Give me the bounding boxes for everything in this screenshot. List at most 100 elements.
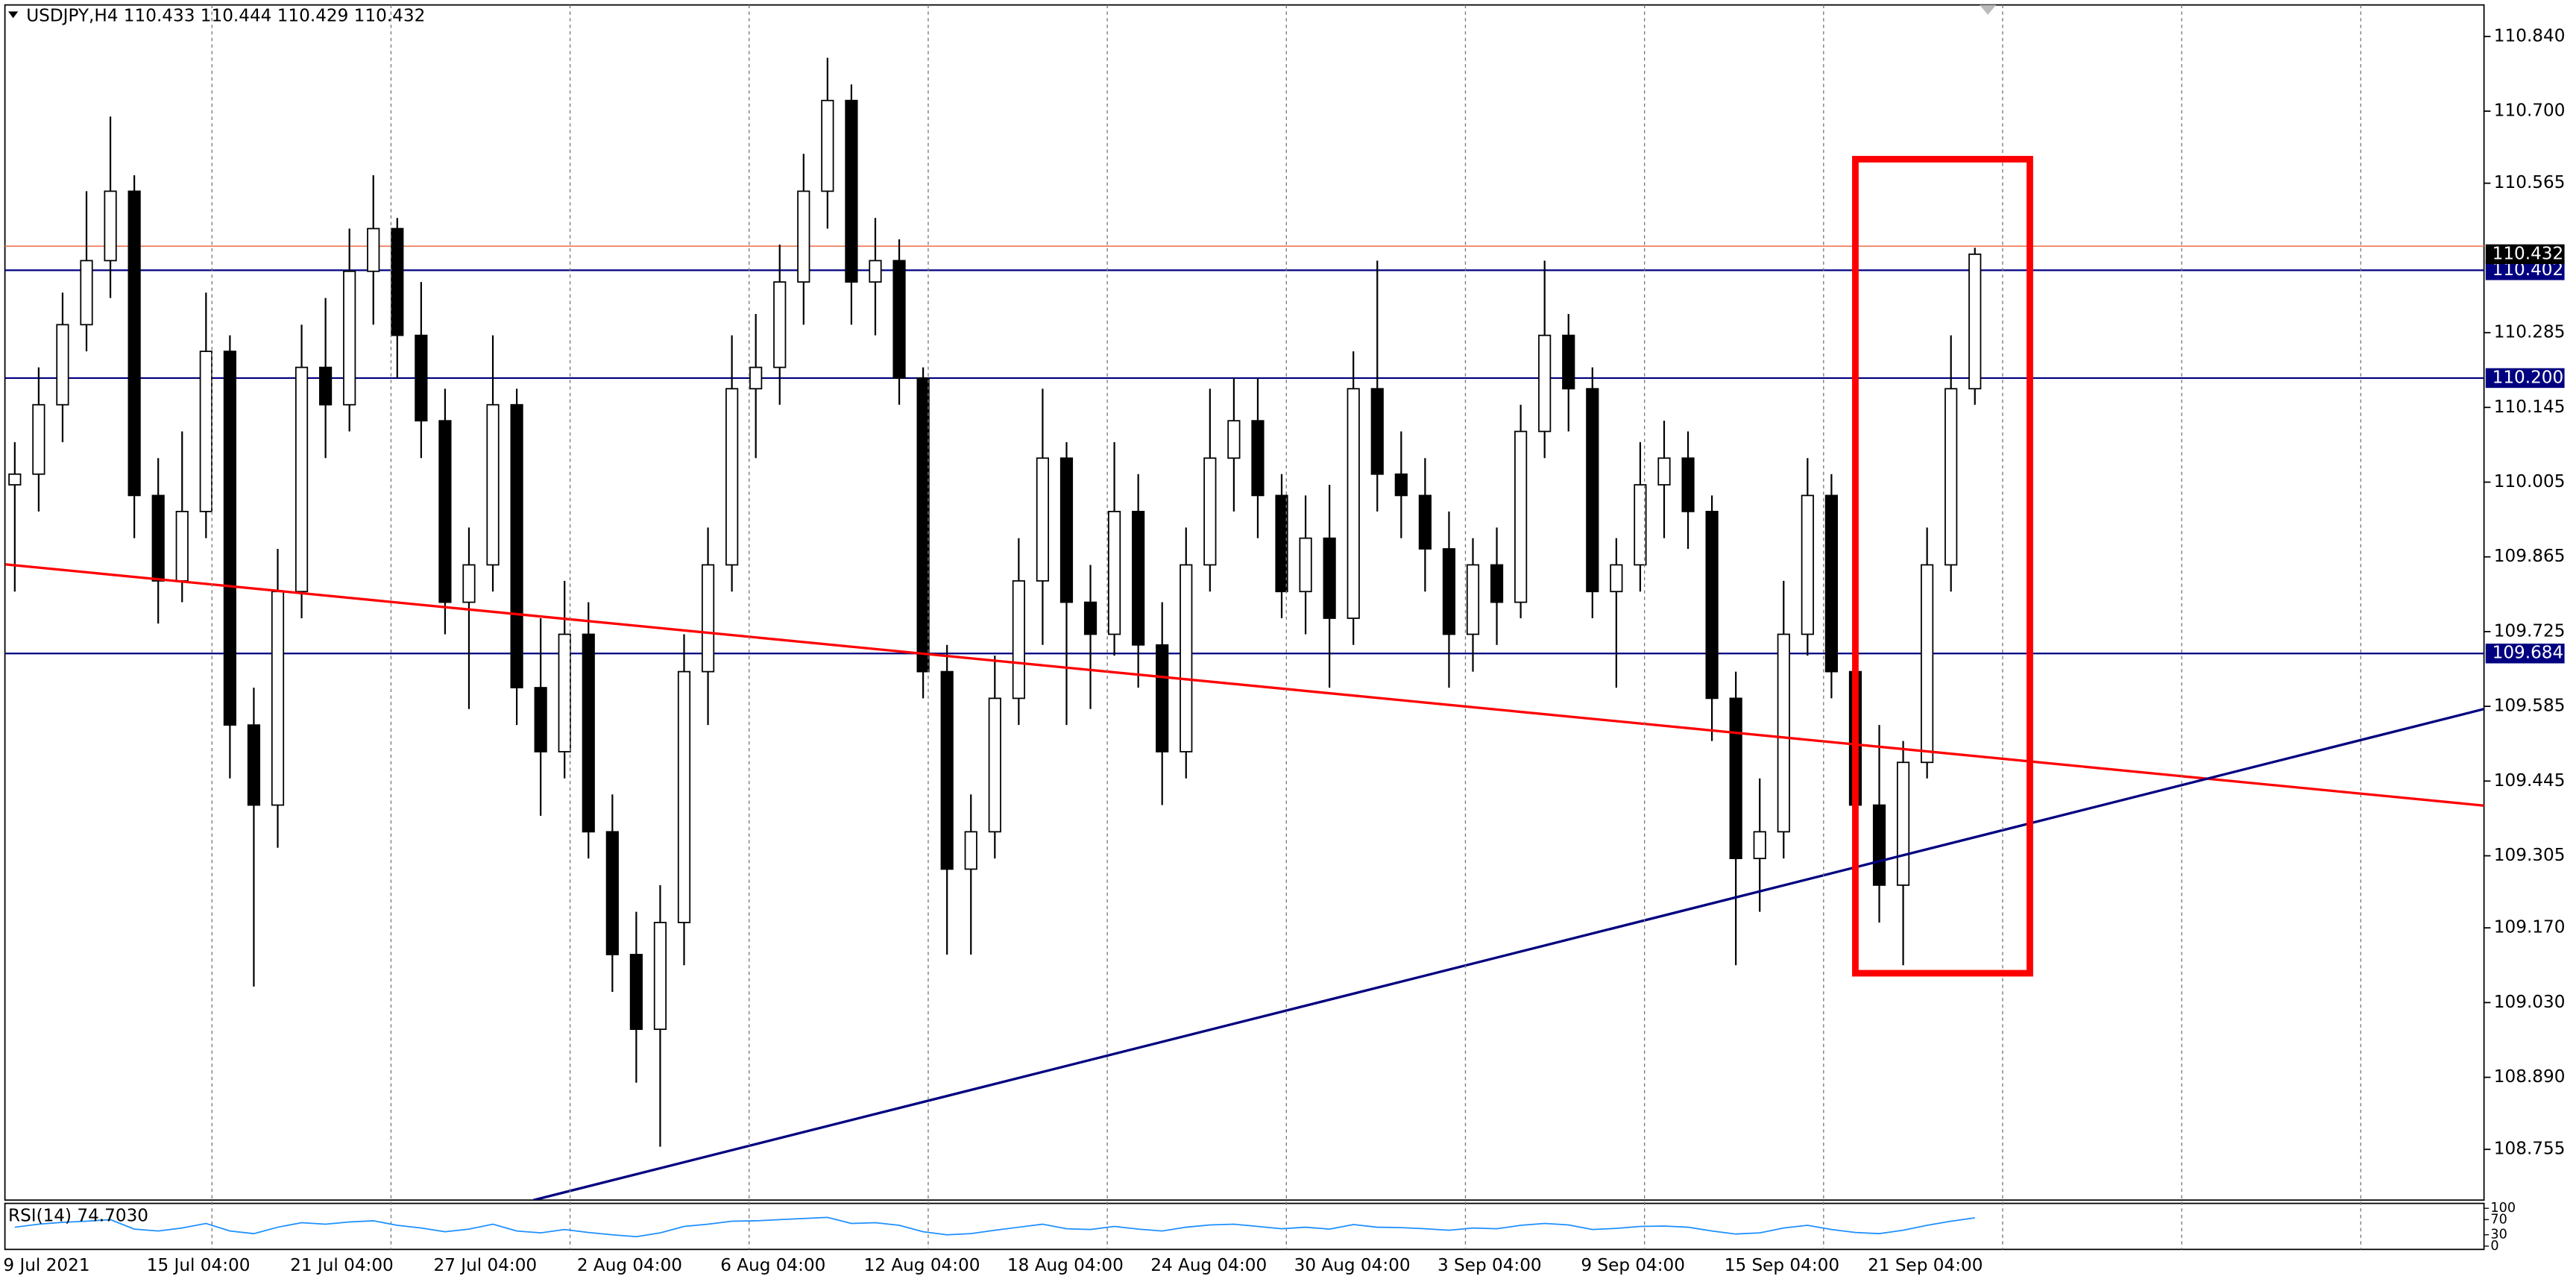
candle-body [462, 564, 476, 603]
candle-body [988, 697, 1001, 833]
y-tick-label: 109.030 [2494, 993, 2566, 1012]
candle-body [725, 388, 739, 566]
price-label-box [2485, 244, 2565, 265]
candle-body [869, 260, 882, 283]
candle-body [319, 366, 333, 406]
candle-body [1968, 253, 1982, 390]
chart-title: USDJPY,H4 110.433 110.444 110.429 110.43… [26, 7, 425, 26]
candle-body [247, 724, 261, 806]
candle-body [1634, 484, 1647, 566]
candle-body [1275, 494, 1288, 593]
x-tick-label: 9 Sep 04:00 [1581, 1256, 1685, 1275]
candle-body [1203, 457, 1217, 566]
candle-body [1562, 334, 1575, 390]
candle-body [1156, 644, 1169, 752]
y-tick-label: 109.725 [2494, 621, 2566, 641]
y-tick-label: 108.890 [2494, 1067, 2566, 1087]
candle-body [701, 564, 715, 673]
y-tick-label: 109.445 [2494, 771, 2566, 791]
x-tick-label: 15 Sep 04:00 [1725, 1256, 1839, 1275]
candle-body [104, 190, 117, 262]
candle-body [175, 510, 189, 582]
x-tick-label: 30 Aug 04:00 [1294, 1256, 1411, 1275]
candle-body [1681, 457, 1695, 512]
candle-body [1729, 697, 1742, 859]
candle-body [127, 190, 141, 497]
x-tick-label: 3 Sep 04:00 [1437, 1256, 1542, 1275]
candle-body [1299, 537, 1312, 593]
plot-frame [4, 4, 2485, 1201]
candle-body [534, 687, 547, 752]
x-tick-label: 2 Aug 04:00 [577, 1256, 682, 1275]
candle-body [199, 351, 212, 512]
rsi-frame [4, 1202, 2485, 1251]
y-tick-label: 109.585 [2494, 697, 2566, 716]
x-tick-label: 21 Jul 04:00 [290, 1256, 394, 1275]
candle-body [367, 227, 380, 272]
candle-body [821, 99, 834, 192]
candle-body [271, 591, 285, 806]
candle-body [558, 633, 571, 752]
menu-arrow [8, 11, 19, 19]
y-tick-label: 108.755 [2494, 1140, 2566, 1159]
x-tick-label: 6 Aug 04:00 [720, 1256, 825, 1275]
x-tick-label: 24 Aug 04:00 [1150, 1256, 1267, 1275]
candle-body [510, 403, 523, 688]
candle-body [151, 494, 165, 582]
candle-body [391, 227, 404, 336]
candle-body [629, 954, 643, 1031]
candle-body [1323, 537, 1336, 619]
candle-body [1657, 457, 1671, 485]
level-label-box [2485, 368, 2565, 389]
y-tick-label: 110.565 [2494, 173, 2566, 192]
candle-body [1083, 601, 1098, 635]
candle-body [415, 334, 428, 422]
y-tick-label: 110.285 [2494, 323, 2566, 342]
candle-body [677, 670, 691, 923]
candle-body [940, 670, 954, 870]
candle-body [916, 377, 930, 673]
y-tick-label: 110.145 [2494, 397, 2566, 417]
x-tick-label: 12 Aug 04:00 [864, 1256, 980, 1275]
x-tick-label: 21 Sep 04:00 [1868, 1256, 1983, 1275]
candle-body [582, 633, 595, 833]
candle-body [1824, 494, 1838, 673]
rsi-tick-label: 100 [2490, 1201, 2516, 1216]
candle-body [223, 351, 236, 726]
candle-body [1394, 473, 1408, 497]
x-tick-label: 15 Jul 04:00 [147, 1256, 251, 1275]
candle-body [845, 99, 858, 283]
candle-body [892, 260, 906, 379]
rsi-line [14, 1216, 1975, 1238]
candle-body [797, 190, 810, 283]
candle-body [749, 366, 763, 390]
candle-body [605, 831, 619, 955]
trend-line [533, 708, 2484, 1201]
highlight-box [1852, 156, 2033, 977]
candle-body [32, 403, 45, 475]
candle-body [1896, 761, 1910, 886]
candle-body [1012, 580, 1025, 700]
candle-body [486, 403, 500, 566]
x-tick-label: 27 Jul 04:00 [433, 1256, 537, 1275]
y-tick-label: 110.840 [2494, 26, 2566, 45]
candle-body [1132, 510, 1145, 646]
y-tick-label: 109.305 [2494, 846, 2566, 865]
level-label-box [2485, 644, 2565, 664]
candle-body [1586, 388, 1599, 593]
plot-area [4, 57, 2484, 1201]
candle-body [1059, 457, 1074, 603]
candle-body [1777, 633, 1790, 833]
rsi-tick-label: 0 [2490, 1239, 2498, 1254]
candle-body [1466, 564, 1480, 635]
candle-body [1705, 510, 1719, 700]
candle-body [1610, 564, 1623, 593]
level-label: 109.684 [2492, 644, 2564, 663]
candle-body [1251, 420, 1265, 497]
candle-body [1347, 388, 1360, 619]
candle-body [1801, 494, 1814, 635]
candle-body [1921, 564, 1934, 764]
candle-body [653, 922, 667, 1031]
candle-body [1227, 420, 1241, 459]
